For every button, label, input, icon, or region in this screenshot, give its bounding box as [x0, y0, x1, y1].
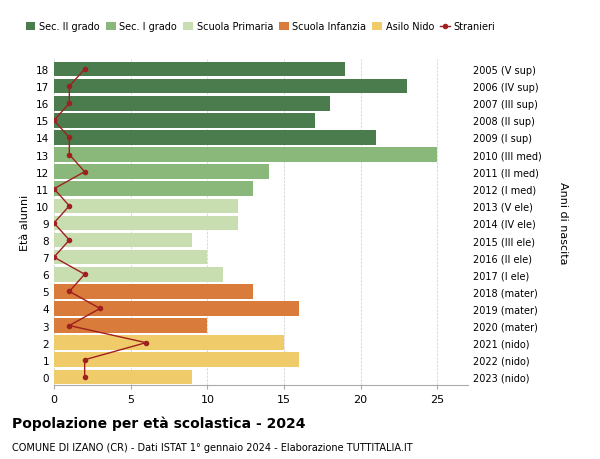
Bar — [54, 148, 437, 162]
Bar — [54, 268, 223, 282]
Bar — [54, 97, 330, 111]
Bar — [54, 370, 192, 384]
Bar — [54, 199, 238, 213]
Bar — [54, 233, 192, 248]
Bar — [54, 131, 376, 146]
Text: Popolazione per età scolastica - 2024: Popolazione per età scolastica - 2024 — [12, 415, 305, 430]
Bar — [54, 63, 346, 77]
Bar — [54, 216, 238, 231]
Bar — [54, 302, 299, 316]
Bar — [54, 285, 253, 299]
Bar — [54, 319, 208, 333]
Bar — [54, 250, 208, 265]
Text: COMUNE DI IZANO (CR) - Dati ISTAT 1° gennaio 2024 - Elaborazione TUTTITALIA.IT: COMUNE DI IZANO (CR) - Dati ISTAT 1° gen… — [12, 442, 413, 452]
Bar — [54, 353, 299, 367]
Legend: Sec. II grado, Sec. I grado, Scuola Primaria, Scuola Infanzia, Asilo Nido, Stran: Sec. II grado, Sec. I grado, Scuola Prim… — [26, 22, 496, 32]
Y-axis label: Anni di nascita: Anni di nascita — [558, 181, 568, 264]
Bar — [54, 336, 284, 350]
Bar — [54, 165, 269, 179]
Bar — [54, 182, 253, 196]
Bar — [54, 114, 314, 129]
Bar — [54, 80, 407, 94]
Y-axis label: Età alunni: Età alunni — [20, 195, 31, 251]
